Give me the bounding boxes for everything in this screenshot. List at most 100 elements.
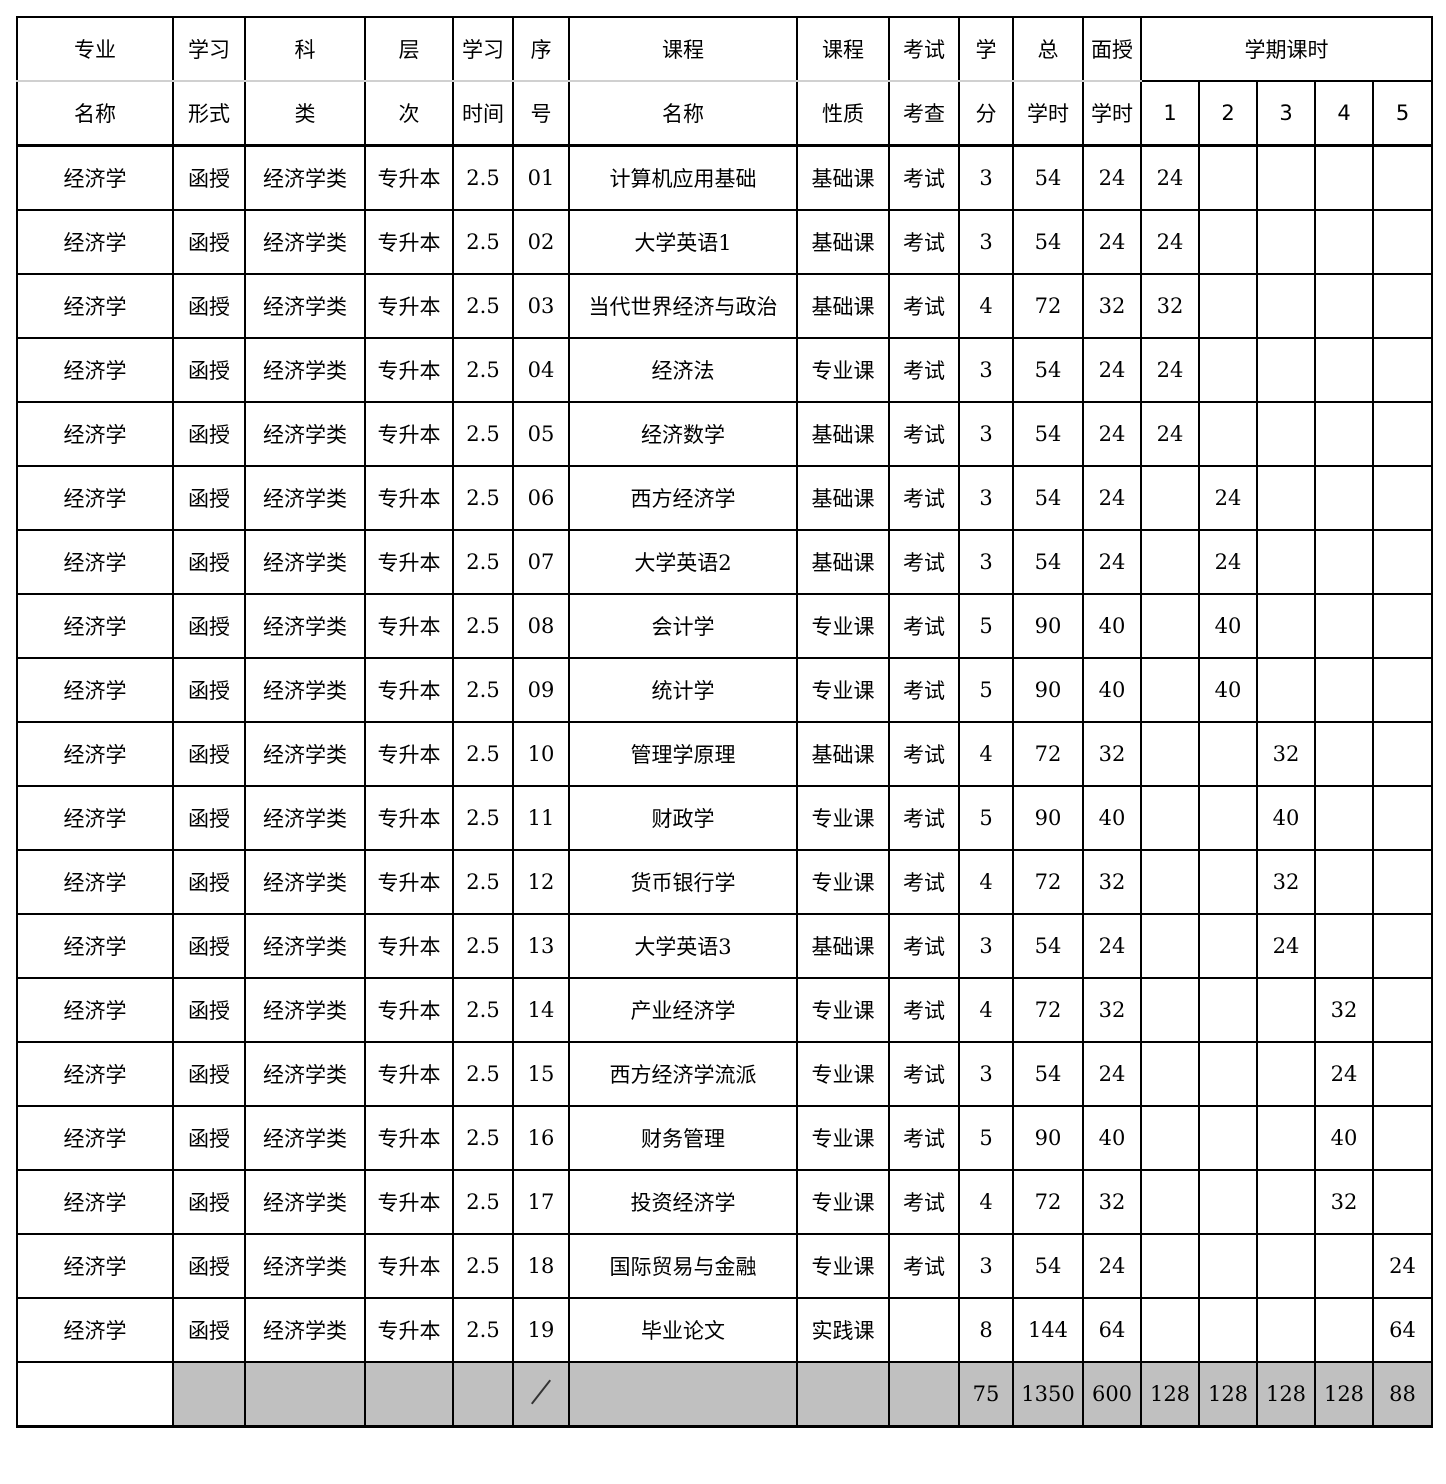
table-cell: 54 bbox=[1012, 465, 1084, 531]
table-cell: 专升本 bbox=[364, 657, 454, 723]
table-cell: 专业课 bbox=[796, 849, 890, 915]
table-cell: 经济学类 bbox=[244, 337, 366, 403]
table-cell: 专升本 bbox=[364, 1169, 454, 1235]
table-cell: 40 bbox=[1198, 593, 1258, 659]
table-row: 经济学 函授 经济学类 专升本 2.5 16 财务管理 专业课 考试 5 90 40 40 bbox=[16, 1105, 1434, 1171]
table-cell: 01 bbox=[512, 144, 570, 211]
table-cell: 专升本 bbox=[364, 1233, 454, 1299]
total-cell bbox=[244, 1361, 366, 1428]
diagonal-slash bbox=[530, 1379, 552, 1404]
table-cell: 专升本 bbox=[364, 465, 454, 531]
table-cell: 专升本 bbox=[364, 209, 454, 275]
table-cell: 90 bbox=[1012, 1105, 1084, 1171]
table-cell: 考试 bbox=[888, 593, 960, 659]
table-cell: 经济学类 bbox=[244, 1169, 366, 1235]
table-cell: 管理学原理 bbox=[568, 721, 798, 787]
table-cell bbox=[1371, 785, 1434, 851]
table-cell: 考试 bbox=[888, 209, 960, 275]
table-cell bbox=[1140, 721, 1200, 787]
table-cell: 2.5 bbox=[452, 913, 514, 979]
table-cell: 函授 bbox=[172, 144, 246, 211]
table-cell: 54 bbox=[1012, 1041, 1084, 1107]
total-cell: 128 bbox=[1198, 1361, 1258, 1428]
table-cell bbox=[1198, 1105, 1258, 1171]
table-cell bbox=[1198, 1297, 1258, 1363]
table-cell: 函授 bbox=[172, 593, 246, 659]
table-cell: 2.5 bbox=[452, 144, 514, 211]
table-cell: 32 bbox=[1314, 977, 1374, 1043]
table-cell: 24 bbox=[1082, 913, 1142, 979]
table-row: 经济学 函授 经济学类 专升本 2.5 06 西方经济学 基础课 考试 3 54 24 24 bbox=[16, 465, 1434, 531]
table-cell: 考试 bbox=[888, 1233, 960, 1299]
table-cell: 24 bbox=[1082, 1041, 1142, 1107]
table-cell: 经济学 bbox=[16, 1169, 174, 1235]
table-cell: 54 bbox=[1012, 209, 1084, 275]
table-cell: 国际贸易与金融 bbox=[568, 1233, 798, 1299]
total-cell: 88 bbox=[1371, 1361, 1434, 1428]
table-cell: 基础课 bbox=[796, 144, 890, 211]
table-cell: 经济学 bbox=[16, 1041, 174, 1107]
table-cell bbox=[1198, 1169, 1258, 1235]
table-cell: 03 bbox=[512, 273, 570, 339]
table-cell: 32 bbox=[1082, 721, 1142, 787]
table-cell bbox=[1371, 977, 1434, 1043]
table-cell: 24 bbox=[1082, 144, 1142, 211]
table-cell: 2.5 bbox=[452, 721, 514, 787]
table-cell: 考试 bbox=[888, 337, 960, 403]
table-cell bbox=[1198, 977, 1258, 1043]
table-cell: 24 bbox=[1198, 529, 1258, 595]
table-cell: 经济学类 bbox=[244, 144, 366, 211]
table-cell: 2.5 bbox=[452, 1169, 514, 1235]
header-cell: 性质 bbox=[796, 80, 890, 147]
table-cell: 专升本 bbox=[364, 529, 454, 595]
table-cell: 08 bbox=[512, 593, 570, 659]
total-cell: 128 bbox=[1314, 1361, 1374, 1428]
table-cell bbox=[1371, 209, 1434, 275]
table-cell: 会计学 bbox=[568, 593, 798, 659]
table-cell: 经济学 bbox=[16, 849, 174, 915]
table-cell: 40 bbox=[1082, 785, 1142, 851]
header-cell: 名称 bbox=[568, 80, 798, 147]
table-cell bbox=[1256, 337, 1316, 403]
table-cell: 3 bbox=[958, 337, 1014, 403]
table-cell: 函授 bbox=[172, 1297, 246, 1363]
table-cell: 24 bbox=[1082, 401, 1142, 467]
total-cell: 128 bbox=[1140, 1361, 1200, 1428]
table-cell: 144 bbox=[1012, 1297, 1084, 1363]
totals-row: 75 1350 600 128 128 128 128 88 bbox=[16, 1361, 1434, 1428]
table-cell: 经济学类 bbox=[244, 465, 366, 531]
header-cell: 次 bbox=[364, 80, 454, 147]
table-cell: 经济学 bbox=[16, 1233, 174, 1299]
table-cell: 财政学 bbox=[568, 785, 798, 851]
total-cell bbox=[172, 1361, 246, 1428]
table-cell: 2.5 bbox=[452, 849, 514, 915]
table-cell: 函授 bbox=[172, 1233, 246, 1299]
table-cell: 3 bbox=[958, 913, 1014, 979]
table-cell: 32 bbox=[1082, 273, 1142, 339]
table-cell: 考试 bbox=[888, 721, 960, 787]
table-cell bbox=[1371, 337, 1434, 403]
table-cell: 考试 bbox=[888, 144, 960, 211]
table-cell: 函授 bbox=[172, 849, 246, 915]
table-cell: 专业课 bbox=[796, 1169, 890, 1235]
table-cell bbox=[1198, 337, 1258, 403]
table-cell: 毕业论文 bbox=[568, 1297, 798, 1363]
table-cell: 16 bbox=[512, 1105, 570, 1171]
table-cell: 专升本 bbox=[364, 144, 454, 211]
course-schedule-table: 专业 学习科层学习序课程 课程 考试学总面授 学期课时 名称 形式类次时间号名称 性质 考查分… bbox=[16, 16, 1434, 1428]
table-cell: 19 bbox=[512, 1297, 570, 1363]
table-cell: 17 bbox=[512, 1169, 570, 1235]
total-cell bbox=[364, 1361, 454, 1428]
table-cell: 54 bbox=[1012, 337, 1084, 403]
table-cell bbox=[1314, 337, 1374, 403]
table-row: 经济学 函授 经济学类 专升本 2.5 08 会计学 专业课 考试 5 90 40 40 bbox=[16, 593, 1434, 659]
table-cell: 专业课 bbox=[796, 593, 890, 659]
header-cell: 学习 bbox=[172, 16, 246, 82]
table-cell bbox=[1140, 913, 1200, 979]
table-cell: 4 bbox=[958, 273, 1014, 339]
table-cell: 2.5 bbox=[452, 657, 514, 723]
table-cell: 经济数学 bbox=[568, 401, 798, 467]
table-cell bbox=[1371, 465, 1434, 531]
table-cell: 2.5 bbox=[452, 1297, 514, 1363]
table-cell: 13 bbox=[512, 913, 570, 979]
